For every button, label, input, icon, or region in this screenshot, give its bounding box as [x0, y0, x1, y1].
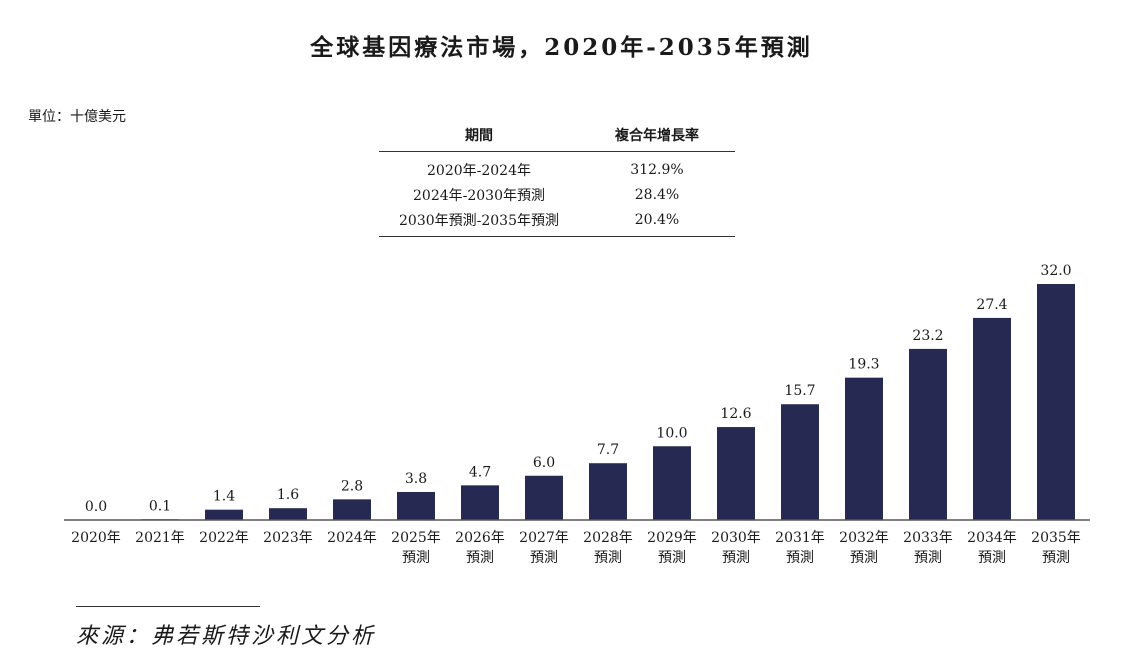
category-label: 預測	[402, 550, 430, 566]
cagr-header-period: 期間	[379, 122, 579, 152]
bar	[461, 485, 499, 520]
bar	[653, 446, 691, 520]
bar	[781, 404, 819, 520]
cagr-header-row: 期間 複合年增長率	[379, 122, 735, 152]
cagr-rate: 312.9%	[630, 162, 684, 178]
category-label: 預測	[978, 550, 1006, 566]
cagr-period: 2024年-2030年預測	[413, 188, 545, 204]
category-label: 預測	[466, 550, 494, 566]
bar-value-label: 6.0	[533, 455, 555, 471]
cagr-row: 2024年-2030年預測 28.4%	[379, 182, 735, 207]
bar	[397, 491, 435, 520]
cagr-header-rate: 複合年增長率	[579, 122, 735, 152]
unit-label: 單位：十億美元	[28, 109, 126, 125]
bar-value-label: 1.4	[213, 489, 235, 505]
bar-chart: 0.0 2020年 0.1 2021年 1.4 2022年 1.6 2023年 2.8 2024年…	[64, 263, 1090, 566]
category-label: 2025年	[391, 530, 441, 546]
bar	[525, 475, 563, 520]
category-label: 預測	[1042, 550, 1070, 566]
category-label: 預測	[850, 550, 878, 566]
cagr-row: 2030年預測-2035年預測 20.4%	[379, 207, 735, 237]
bar	[909, 348, 947, 520]
bar-value-label: 10.0	[656, 425, 687, 441]
category-label: 2024年	[327, 530, 377, 546]
category-label: 2032年	[839, 530, 889, 546]
bar-value-label: 2.8	[341, 478, 363, 494]
bar	[1037, 284, 1075, 520]
cagr-period: 2020年-2024年	[427, 163, 531, 179]
category-label: 2035年	[1031, 530, 1081, 546]
bar-value-label: 32.0	[1040, 263, 1071, 279]
category-label: 2029年	[647, 530, 697, 546]
bar-value-label: 1.6	[277, 487, 299, 503]
bar	[973, 317, 1011, 520]
cagr-period: 2030年預測-2035年預測	[379, 207, 579, 237]
category-label: 預測	[914, 550, 942, 566]
category-label: 2021年	[135, 530, 185, 546]
category-label: 預測	[594, 550, 622, 566]
bar-value-label: 4.7	[469, 464, 491, 480]
bar-value-label: 19.3	[848, 357, 879, 373]
category-label: 2023年	[263, 530, 313, 546]
bar-value-label: 0.0	[85, 499, 107, 515]
bar	[269, 508, 307, 520]
bar-value-label: 15.7	[784, 383, 815, 399]
category-label: 2020年	[71, 530, 121, 546]
category-label: 預測	[786, 550, 814, 566]
category-label: 2028年	[583, 530, 633, 546]
source-divider	[76, 606, 260, 607]
bar	[717, 427, 755, 520]
category-label: 2034年	[967, 530, 1017, 546]
bar	[589, 463, 627, 520]
bar	[845, 377, 883, 520]
bar	[205, 509, 243, 520]
bar	[333, 499, 371, 520]
category-label: 2026年	[455, 530, 505, 546]
category-label: 2027年	[519, 530, 569, 546]
bar-value-label: 23.2	[912, 328, 943, 344]
chart-title: 全球基因療法市場，2020年-2035年預測	[310, 34, 813, 61]
bar-value-label: 0.1	[149, 498, 171, 514]
category-label: 2030年	[711, 530, 761, 546]
bar-value-label: 27.4	[976, 297, 1007, 313]
category-label: 2031年	[775, 530, 825, 546]
category-label: 2033年	[903, 530, 953, 546]
source-note: 來源：弗若斯特沙利文分析	[76, 624, 377, 649]
category-label: 2022年	[199, 530, 249, 546]
bar-value-label: 7.7	[597, 442, 619, 458]
category-label: 預測	[722, 550, 750, 566]
category-label: 預測	[658, 550, 686, 566]
category-label: 預測	[530, 550, 558, 566]
bar-value-label: 3.8	[405, 471, 427, 487]
cagr-row: 2020年-2024年 312.9%	[379, 152, 735, 183]
cagr-rate: 28.4%	[634, 187, 680, 203]
cagr-rate: 20.4%	[579, 207, 735, 237]
bar-value-label: 12.6	[720, 406, 751, 422]
cagr-table: 期間 複合年增長率 2020年-2024年 312.9% 2024年-2030年…	[379, 122, 735, 237]
